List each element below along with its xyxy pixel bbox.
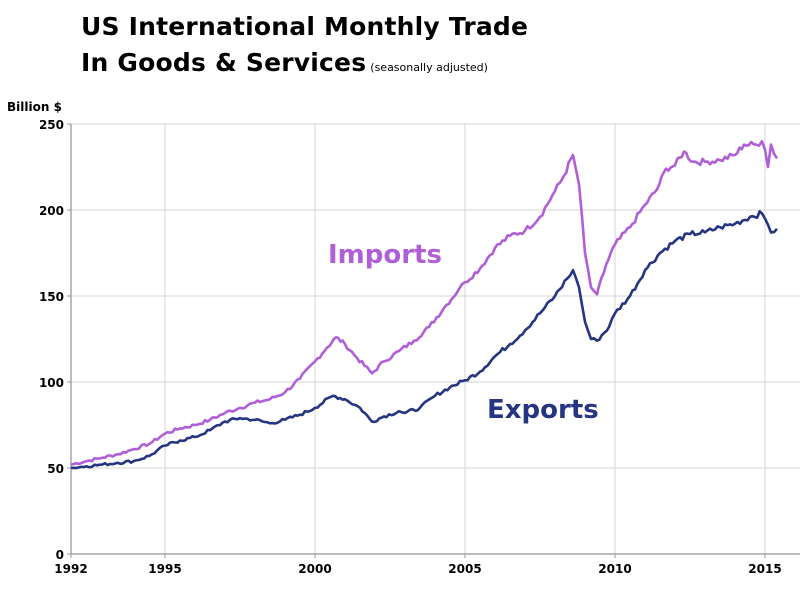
chart-title-line2: In Goods & Services (seasonally adjusted) — [81, 48, 488, 77]
series-lines — [70, 139, 779, 470]
chart-subtitle: (seasonally adjusted) — [370, 61, 488, 74]
y-tick-label: 50 — [47, 462, 64, 476]
y-tick-label: 150 — [39, 290, 64, 304]
series-labels: Imports Exports — [328, 240, 599, 425]
exports-label: Exports — [487, 395, 599, 425]
y-tick-label: 200 — [39, 204, 64, 218]
x-tick-label: 1992 — [54, 562, 87, 576]
x-tick-label: 2005 — [448, 562, 481, 576]
y-tick-label: 0 — [56, 548, 64, 562]
y-tick-label: 100 — [39, 376, 64, 390]
imports-label: Imports — [328, 240, 442, 270]
x-tick-label: 1995 — [148, 562, 181, 576]
chart-title-line2-text: In Goods & Services — [81, 48, 367, 77]
chart-title: US International Monthly Trade — [81, 12, 529, 41]
imports-line — [70, 139, 779, 466]
exports-line — [70, 210, 778, 470]
gridlines — [71, 123, 800, 554]
y-tick-label: 250 — [39, 118, 64, 132]
x-tick-label: 2010 — [598, 562, 631, 576]
axes — [67, 123, 800, 558]
x-tick-label: 2015 — [748, 562, 781, 576]
x-tick-label: 2000 — [298, 562, 331, 576]
tick-labels: 0 50 100 150 200 250 1992 1995 2000 2005 2010 2015 — [39, 118, 782, 576]
y-axis-label: Billion $ — [7, 100, 62, 114]
